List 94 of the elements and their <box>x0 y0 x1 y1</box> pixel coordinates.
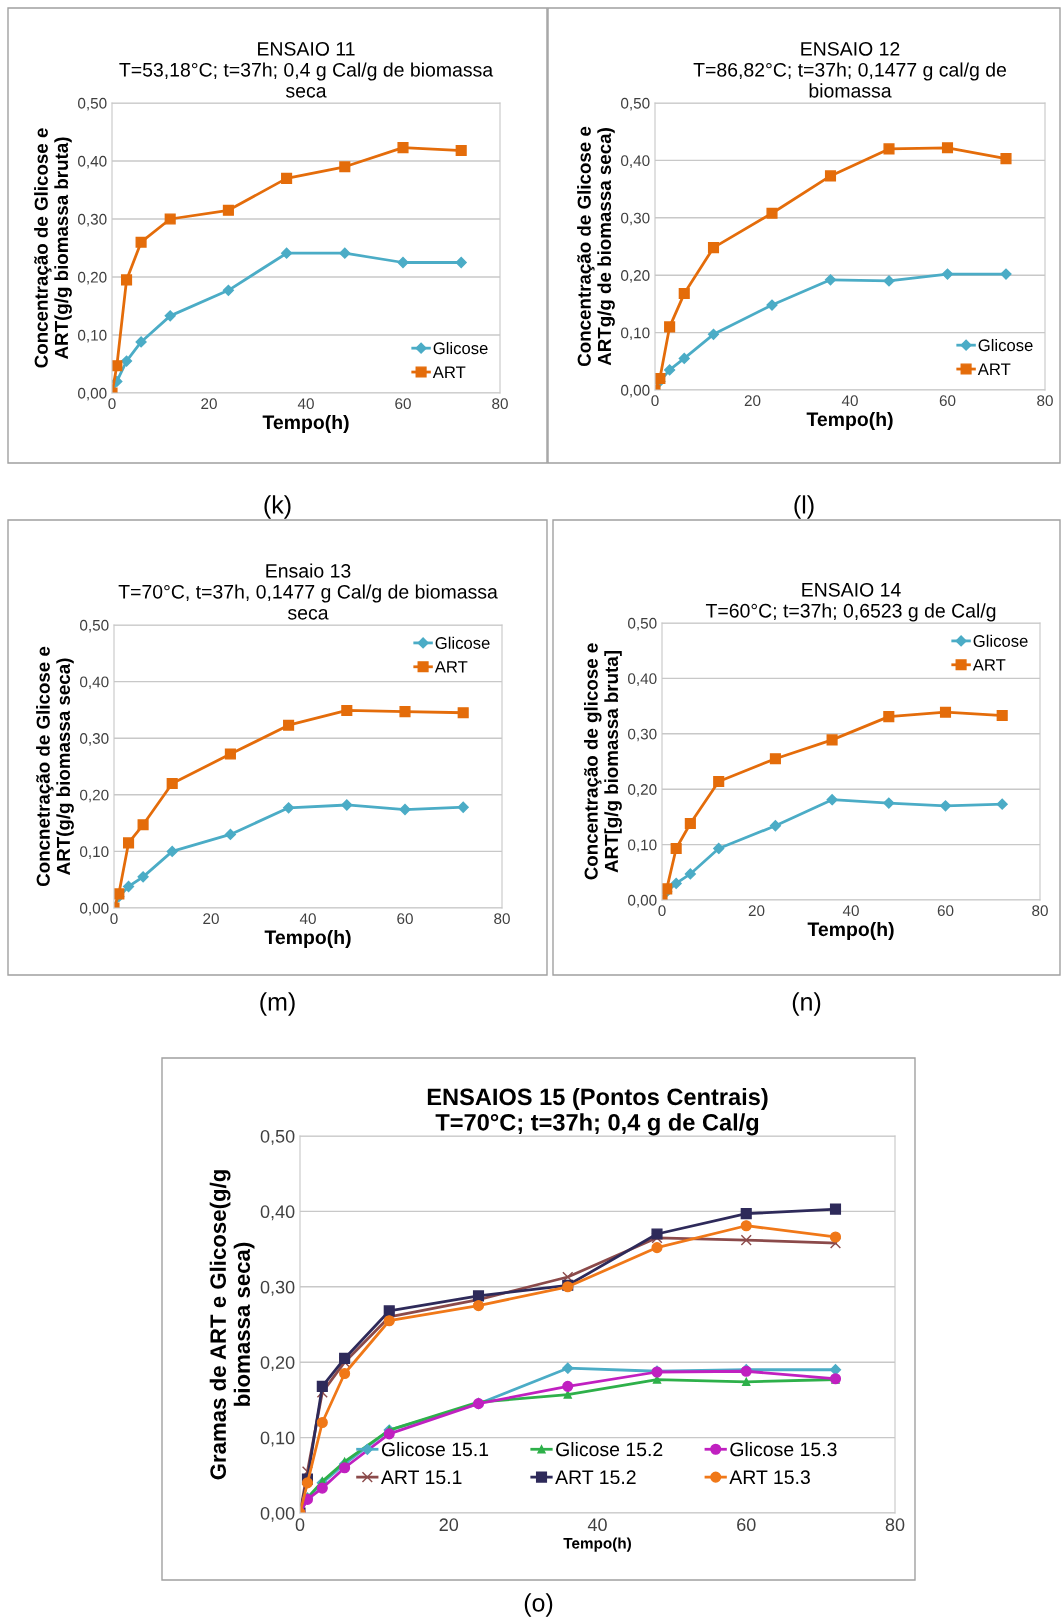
y-tick-label: 0,20 <box>78 271 107 285</box>
y-tick-label: 0,30 <box>621 212 650 226</box>
x-tick-label: 80 <box>885 1518 905 1532</box>
x-tick-label: 20 <box>203 913 219 925</box>
legend-label: ART <box>434 661 468 673</box>
x-tick-label: 0 <box>108 398 116 410</box>
y-tick-label: 0,30 <box>628 728 657 742</box>
x-tick-label: 0 <box>110 913 118 925</box>
chart-subtitle: T=60°C; t=37h; 0,6523 g de Cal/g <box>705 603 996 622</box>
x-tick-label: 80 <box>494 913 510 925</box>
legend-label: Glicose 15.2 <box>556 1441 663 1457</box>
legend-label: ART 15.3 <box>729 1470 810 1485</box>
x-tick-label: 40 <box>297 398 314 410</box>
y-tick-label: 0,50 <box>80 619 109 633</box>
legend-label: ART <box>432 366 466 378</box>
x-tick-label: 60 <box>937 905 954 917</box>
text: (l) <box>794 495 814 519</box>
legend-label: Glicose <box>435 636 490 649</box>
y-tick-label: 0,40 <box>78 155 107 169</box>
y-tick-label: 0,20 <box>260 1356 295 1372</box>
x-tick-label: 80 <box>1037 395 1053 407</box>
x-tick-label: 40 <box>841 395 858 407</box>
x-tick-label: 40 <box>299 913 316 925</box>
y-tick-label: 0,10 <box>80 846 109 859</box>
y-tick-label: 0,40 <box>260 1205 295 1221</box>
text: (m) <box>260 992 295 1016</box>
x-axis-title: Tempo(h) <box>806 411 893 431</box>
chart-title: Ensaio 13 <box>266 563 351 578</box>
y-tick-label: 0,50 <box>621 97 650 111</box>
legend-label: Glicose <box>978 338 1033 352</box>
legend-label: Glicose 15.3 <box>730 1441 837 1457</box>
x-tick-label: 20 <box>201 398 217 410</box>
x-tick-label: 40 <box>842 905 859 917</box>
legend-label: ART <box>977 363 1011 375</box>
chart-title: ENSAIO 11 <box>258 41 355 56</box>
y-tick-label: 0,00 <box>80 902 109 916</box>
y-tick-label: 0,20 <box>621 270 650 283</box>
y-axis-title: Concnetração de Glicose e ART(g/g biomassa seca) <box>36 646 74 887</box>
y-tick-label: 0,10 <box>628 839 657 853</box>
x-tick-label: 20 <box>748 905 765 917</box>
y-axis-title: Concentração de Glicose e ARTg/g de biomassa seca) <box>577 126 615 367</box>
legend-label: ART 15.1 <box>380 1470 462 1485</box>
legend-label: ART 15.2 <box>555 1470 636 1485</box>
text: (k) <box>264 495 291 519</box>
text: (n) <box>792 992 821 1016</box>
x-tick-label: 60 <box>939 395 956 407</box>
y-tick-label: 0,50 <box>260 1129 295 1145</box>
y-tick-label: 0,00 <box>260 1506 295 1522</box>
y-tick-label: 0,30 <box>78 213 107 227</box>
chart-subtitle: T=86,82°C; t=37h; 0,1477 g cal/g de biomassa <box>693 62 1006 98</box>
x-axis-title: Tempo(h) <box>563 1537 631 1552</box>
y-tick-label: 0,20 <box>80 789 109 803</box>
chart-title: ENSAIO 14 <box>802 582 901 597</box>
y-tick-label: 0,30 <box>80 733 109 746</box>
x-tick-label: 0 <box>658 905 666 917</box>
y-axis-title: Gramas de ART e Glicose(g/g biomassa seca) <box>209 1170 255 1480</box>
legend-label: ART <box>972 659 1006 671</box>
x-axis-title: Tempo(h) <box>807 921 894 941</box>
x-axis-title: Tempo(h) <box>262 414 349 434</box>
y-tick-label: 0,40 <box>80 676 109 690</box>
chart-subtitle: T=70°C; t=37h; 0,4 g de Cal/g <box>435 1113 759 1136</box>
legend-label: Glicose 15.1 <box>381 1441 489 1457</box>
legend-label: Glicose <box>433 341 488 355</box>
y-tick-label: 0,10 <box>78 329 107 343</box>
y-axis-title: Concentração de Glicose e ART(g/g biomassa bruta) <box>34 128 72 368</box>
legend-label: Glicose <box>973 634 1028 647</box>
x-tick-label: 20 <box>439 1518 459 1532</box>
y-tick-label: 0,50 <box>628 617 657 631</box>
x-tick-label: 20 <box>744 395 761 407</box>
x-tick-label: 0 <box>295 1518 305 1532</box>
text: (o) <box>524 1593 553 1617</box>
y-tick-label: 0,50 <box>78 97 107 111</box>
y-axis-title: Concentração de glicose e ART[g/g biomassa bruta] <box>584 643 622 880</box>
y-tick-label: 0,10 <box>260 1431 295 1447</box>
y-tick-label: 0,40 <box>628 673 657 686</box>
x-tick-label: 60 <box>737 1518 756 1532</box>
chart-subtitle: T=70°C, t=37h, 0,1477 g Cal/g de biomassa seca <box>118 584 498 620</box>
y-tick-label: 0,30 <box>260 1280 295 1296</box>
chart-title: ENSAIO 12 <box>801 41 900 56</box>
x-tick-label: 60 <box>397 913 413 925</box>
y-tick-label: 0,00 <box>78 387 107 401</box>
y-tick-label: 0,00 <box>628 894 657 908</box>
y-tick-label: 0,20 <box>628 784 657 797</box>
x-tick-label: 0 <box>651 395 659 407</box>
x-tick-label: 80 <box>1032 905 1048 917</box>
chart-subtitle: T=53,18°C; t=37h; 0,4 g Cal/g de biomassa seca <box>119 62 494 98</box>
chart-title: ENSAIOS 15 (Pontos Centrais) <box>427 1087 768 1110</box>
y-tick-label: 0,10 <box>621 327 650 341</box>
x-axis-title: Tempo(h) <box>264 929 351 949</box>
x-tick-label: 80 <box>492 398 508 410</box>
x-tick-label: 60 <box>395 398 411 410</box>
x-tick-label: 40 <box>587 1518 607 1532</box>
y-tick-label: 0,00 <box>621 384 650 398</box>
y-tick-label: 0,40 <box>621 155 650 168</box>
